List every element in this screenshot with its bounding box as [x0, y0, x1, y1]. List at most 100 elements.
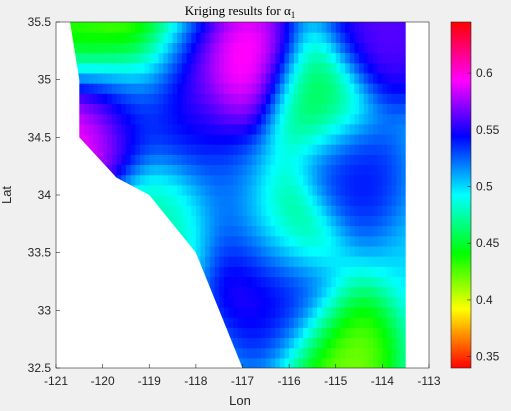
heatmap-cell — [293, 42, 300, 54]
heatmap-cell — [116, 133, 122, 145]
heatmap-cell — [387, 215, 393, 227]
heatmap-cell — [275, 103, 281, 115]
heatmap-cell — [387, 62, 393, 74]
heatmap-cell — [242, 327, 248, 339]
heatmap-cell — [186, 103, 192, 115]
heatmap-cell — [345, 266, 351, 278]
heatmap-cell — [102, 154, 108, 166]
heatmap-cell — [97, 123, 104, 135]
heatmap-cell — [251, 22, 258, 33]
heatmap-cell — [107, 62, 113, 74]
heatmap-cell — [293, 245, 300, 257]
heatmap-cell — [349, 195, 355, 206]
heatmap-cell — [149, 113, 155, 125]
heatmap-cell — [102, 52, 108, 64]
heatmap-cell — [349, 184, 355, 196]
heatmap-cell — [382, 164, 388, 176]
heatmap-cell — [116, 93, 122, 105]
heatmap-cell — [233, 235, 239, 247]
heatmap-cell — [186, 72, 192, 84]
heatmap-cell — [359, 357, 365, 368]
heatmap-cell — [382, 103, 388, 115]
heatmap-cell — [368, 42, 374, 54]
heatmap-cell — [326, 327, 332, 339]
heatmap-cell — [195, 93, 202, 105]
heatmap-cell — [223, 93, 230, 105]
heatmap-cell — [279, 266, 286, 278]
heatmap-cell — [167, 72, 174, 84]
heatmap-cell — [228, 144, 234, 155]
heatmap-cell — [368, 276, 374, 288]
heatmap-cell — [223, 296, 230, 308]
heatmap-cell — [387, 337, 393, 349]
heatmap-cell — [331, 317, 337, 328]
heatmap-cell — [354, 347, 360, 359]
heatmap-cell — [195, 113, 202, 125]
heatmap-cell — [298, 195, 304, 206]
heatmap-cell — [303, 52, 309, 64]
heatmap-cell — [321, 266, 328, 278]
heatmap-cell — [200, 83, 206, 94]
y-axis-label: Lat — [0, 186, 14, 204]
heatmap-cell — [265, 195, 272, 206]
heatmap-cell — [331, 296, 337, 308]
heatmap-cell — [130, 113, 136, 125]
heatmap-cell — [256, 52, 262, 64]
heatmap-cell — [382, 93, 388, 105]
heatmap-cell — [186, 205, 192, 216]
heatmap-cell — [312, 225, 318, 237]
heatmap-cell — [242, 184, 248, 196]
heatmap-cell — [387, 276, 393, 288]
colorbar-tick-label: 0.35 — [476, 350, 500, 364]
heatmap-cell — [359, 72, 365, 84]
heatmap-cell — [284, 133, 290, 145]
heatmap-cell — [251, 164, 258, 176]
heatmap-cell — [284, 93, 290, 105]
heatmap-cell — [377, 184, 383, 196]
heatmap-cell — [242, 144, 248, 155]
heatmap-cell — [284, 235, 290, 247]
heatmap-cell — [377, 276, 383, 288]
heatmap-cell — [303, 113, 309, 125]
heatmap-cell — [326, 266, 332, 278]
heatmap-cell — [219, 174, 225, 186]
heatmap-cell — [368, 113, 374, 125]
heatmap-cell — [270, 245, 276, 257]
heatmap-cell — [312, 103, 318, 115]
heatmap-cell — [228, 62, 234, 74]
heatmap-cell — [233, 113, 239, 125]
heatmap-cell — [321, 144, 328, 155]
heatmap-cell — [200, 72, 206, 84]
heatmap-cell — [335, 205, 342, 216]
heatmap-cell — [228, 317, 234, 328]
heatmap-cell — [97, 144, 104, 155]
heatmap-cell — [284, 317, 290, 328]
heatmap-cell — [335, 266, 342, 278]
heatmap-cell — [200, 245, 206, 257]
heatmap-cell — [284, 154, 290, 166]
heatmap-cell — [79, 103, 85, 115]
heatmap-cell — [321, 286, 328, 298]
heatmap-cell — [354, 103, 360, 115]
heatmap-cell — [121, 22, 127, 33]
heatmap-cell — [195, 154, 202, 166]
heatmap-cell — [373, 286, 379, 298]
heatmap-cell — [349, 327, 355, 339]
heatmap-cell — [368, 123, 374, 135]
heatmap-cell — [349, 215, 355, 227]
heatmap-cell — [377, 22, 383, 33]
colorbar-tick-label: 0.4 — [476, 293, 493, 307]
heatmap-cell — [205, 235, 211, 247]
heatmap-cell — [321, 347, 328, 359]
heatmap-cell — [377, 164, 383, 176]
heatmap-cell — [321, 306, 328, 318]
heatmap-cell — [345, 52, 351, 64]
heatmap-cell — [261, 337, 267, 349]
heatmap-cell — [401, 93, 407, 105]
heatmap-cell — [284, 123, 290, 135]
heatmap-cell — [354, 164, 360, 176]
heatmap-cell — [158, 113, 164, 125]
heatmap-cell — [354, 235, 360, 247]
heatmap-cell — [265, 256, 272, 267]
heatmap-cell — [247, 123, 253, 135]
